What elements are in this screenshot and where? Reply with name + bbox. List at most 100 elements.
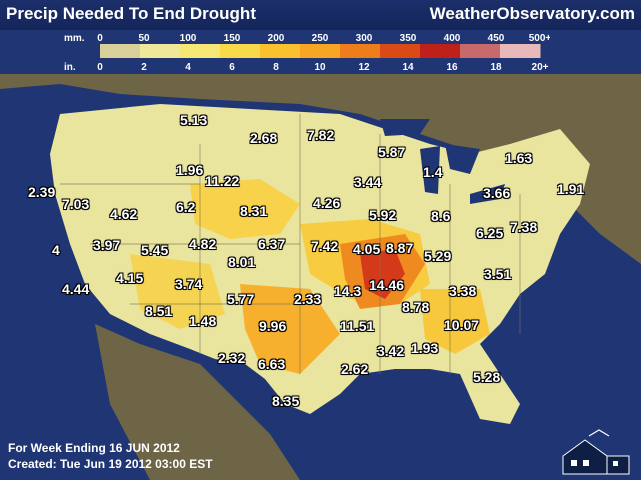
map-value-label: 8.78 <box>402 299 430 315</box>
map-value-label: 5.77 <box>227 291 255 307</box>
map-value-label: 4.82 <box>189 236 217 252</box>
map-value-label: 5.92 <box>369 207 397 223</box>
map-value-label: 3.42 <box>377 343 405 359</box>
lake-erie <box>470 184 505 204</box>
map-value-label: 1.4 <box>423 164 443 180</box>
map-value-label: 6.2 <box>176 199 196 215</box>
title-bar: Precip Needed To End Drought WeatherObse… <box>0 0 641 30</box>
map-value-label: 6.37 <box>258 236 286 252</box>
map-value-label: 2.62 <box>341 361 369 377</box>
legend-in-tick: 4 <box>185 62 191 73</box>
map-footer: For Week Ending 16 JUN 2012 Created: Tue… <box>8 440 213 472</box>
map-value-label: 4.44 <box>62 281 90 297</box>
lake-huron <box>445 144 480 174</box>
map-value-label: 4.15 <box>116 270 144 286</box>
legend-swatch <box>340 44 381 58</box>
map-value-label: 4.62 <box>110 206 138 222</box>
legend-in-tick: 20+ <box>532 62 549 73</box>
legend-in-tick: 18 <box>490 62 502 73</box>
legend-in-tick: 10 <box>314 62 326 73</box>
map-value-label: 7.42 <box>311 238 339 254</box>
legend-in-tick: 12 <box>358 62 370 73</box>
map-value-label: 3.38 <box>449 283 477 299</box>
map-value-label: 10.07 <box>444 317 480 333</box>
map-value-label: 8.6 <box>431 208 451 224</box>
legend-mm-tick: 50 <box>138 33 150 44</box>
map-value-label: 5.29 <box>424 248 452 264</box>
map-value-label: 11.51 <box>340 318 375 334</box>
created-text: Created: Tue Jun 19 2012 03:00 EST <box>8 457 213 471</box>
map-value-label: 2.33 <box>294 291 322 307</box>
map-value-label: 3.66 <box>483 185 511 201</box>
legend-swatch <box>100 44 141 58</box>
zone-texas <box>240 284 340 374</box>
zone-southwest <box>130 254 225 329</box>
legend-mm-tick: 450 <box>488 33 505 44</box>
map-value-label: 1.93 <box>411 340 439 356</box>
lake-michigan <box>420 146 440 194</box>
canada-land <box>0 74 641 264</box>
legend-in-tick: 2 <box>141 62 147 73</box>
map-value-label: 3.74 <box>175 276 203 292</box>
color-scale-legend: mm. in. 0 50 100 150 200 250 300 350 400 450 500+ 0 2 4… <box>50 30 551 74</box>
brand-name: WeatherObservatory.com <box>429 4 635 23</box>
map-value-label: 14.3 <box>334 283 362 299</box>
zone-wy-ne <box>190 179 300 239</box>
zone-core <box>360 249 405 299</box>
map-value-label: 8.31 <box>240 203 268 219</box>
map-value-label: 4.26 <box>313 195 341 211</box>
map-value-label: 6.25 <box>476 225 504 241</box>
map-value-label: 3.97 <box>93 237 121 253</box>
legend-swatch <box>140 44 181 58</box>
legend-mm-unit: mm. <box>64 33 85 44</box>
legend-in-tick: 16 <box>446 62 458 73</box>
legend-in-tick: 14 <box>402 62 414 73</box>
legend-swatch <box>180 44 221 58</box>
legend-mm-tick: 200 <box>268 33 285 44</box>
map-value-label: 5.13 <box>180 112 208 128</box>
us-map <box>0 74 641 480</box>
map-value-label: 5.45 <box>141 242 169 258</box>
week-ending-text: For Week Ending 16 JUN 2012 <box>8 441 180 455</box>
map-value-label: 8.35 <box>272 393 300 409</box>
map-value-label: 1.96 <box>176 162 204 178</box>
map-value-label: 3.51 <box>484 266 512 282</box>
legend-in-tick: 6 <box>229 62 235 73</box>
map-value-label: 5.28 <box>473 369 501 385</box>
legend-swatch <box>300 44 341 58</box>
map-value-label: 1.91 <box>557 181 585 197</box>
map-value-label: 9.96 <box>259 318 287 334</box>
legend-in-tick: 0 <box>97 62 103 73</box>
legend-in-tick: 8 <box>273 62 279 73</box>
map-value-label: 5.87 <box>378 144 406 160</box>
map-value-label: 14.46 <box>369 277 405 293</box>
map-value-label: 2.32 <box>218 350 246 366</box>
legend-swatch <box>260 44 301 58</box>
map-value-label: 8.01 <box>228 254 256 270</box>
map-value-label: 2.39 <box>28 184 56 200</box>
map-value-label: 7.38 <box>510 219 538 235</box>
legend-mm-tick: 0 <box>97 33 103 44</box>
legend-mm-tick: 100 <box>180 33 197 44</box>
map-value-label: 7.82 <box>307 127 335 143</box>
map-value-label: 1.48 <box>189 313 217 329</box>
state-borders <box>60 114 521 374</box>
legend-swatch <box>380 44 421 58</box>
map-value-label: 11.22 <box>205 173 240 189</box>
map-value-label: 8.87 <box>386 240 414 256</box>
legend-mm-tick: 500+ <box>529 33 550 44</box>
mexico-land <box>95 324 300 480</box>
map-value-label: 7.03 <box>62 196 90 212</box>
legend-swatch <box>460 44 501 58</box>
color-scale-svg: mm. in. 0 50 100 150 200 250 300 350 400 450 500+ 0 2 4… <box>64 33 551 73</box>
legend-swatch <box>220 44 261 58</box>
zone-southeast <box>420 289 490 354</box>
house-logo-icon <box>562 429 630 475</box>
legend-swatch <box>500 44 541 58</box>
map-title: Precip Needed To End Drought <box>6 4 256 23</box>
legend-in-unit: in. <box>64 62 76 73</box>
legend-mm-tick: 250 <box>312 33 329 44</box>
map-value-label: 8.51 <box>145 303 173 319</box>
map-value-label: 4 <box>52 242 60 258</box>
